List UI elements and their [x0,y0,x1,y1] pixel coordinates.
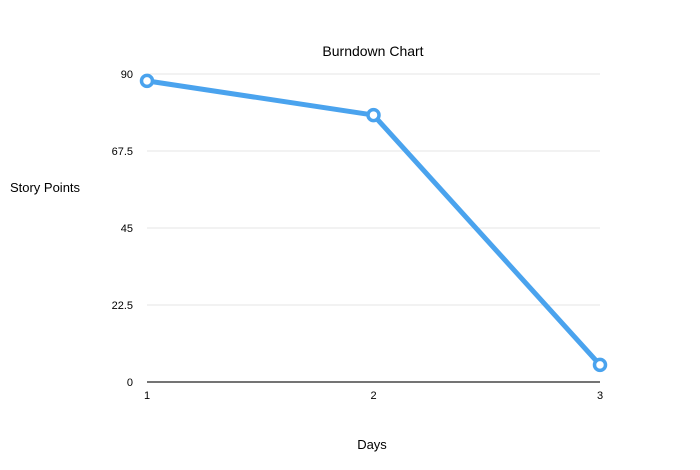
y-tick-label: 22.5 [112,300,133,312]
data-point [366,107,381,123]
series-layer [139,73,608,373]
x-tick-label: 3 [597,390,603,402]
x-tick-labels: 1 2 3 [144,390,603,402]
y-tick-label: 90 [121,69,133,81]
y-tick-label: 0 [127,377,133,389]
x-axis-label: Days [357,437,387,452]
x-tick-label: 1 [144,390,150,402]
chart-title: Burndown Chart [322,43,423,59]
x-tick-label: 2 [370,390,376,402]
y-axis-label: Story Points [10,180,81,195]
series-line [144,78,603,368]
gridlines [147,73,600,383]
y-tick-label: 45 [121,223,133,235]
data-point [139,73,155,89]
y-tick-labels: 0 22.5 45 67.5 90 [112,69,133,389]
y-tick-label: 67.5 [112,146,133,158]
data-point [592,357,608,373]
